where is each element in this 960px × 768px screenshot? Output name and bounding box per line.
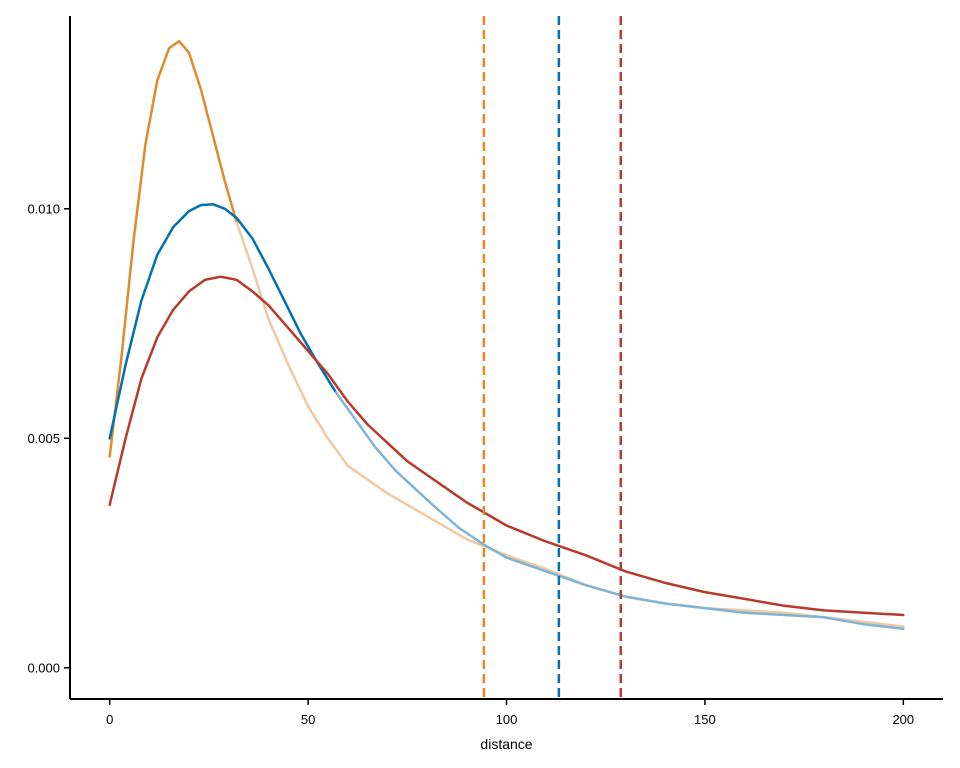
y-tick-label: 0.000	[27, 660, 60, 675]
x-tick-label: 200	[892, 712, 914, 727]
x-tick-label: 0	[106, 712, 113, 727]
series-2-segment-1-line	[108, 202, 338, 440]
mean-reference-lines	[482, 16, 623, 699]
series-3-segment-1-line	[108, 275, 905, 617]
x-tick-label: 50	[301, 712, 315, 727]
x-axis-title: distance	[480, 736, 532, 752]
y-tick-label: 0.010	[27, 201, 60, 216]
y-tick-label: 0.005	[27, 431, 60, 446]
x-tick-label: 100	[496, 712, 518, 727]
axes: 0.000 0.005 0.010 0 50 100 150 200	[27, 16, 943, 727]
series-2-segment-2-line	[334, 391, 905, 631]
x-tick-label: 150	[694, 712, 716, 727]
series-curves	[108, 39, 905, 631]
series-1-segment-2-line	[235, 221, 905, 628]
series-1-segment-1-line	[108, 39, 238, 458]
